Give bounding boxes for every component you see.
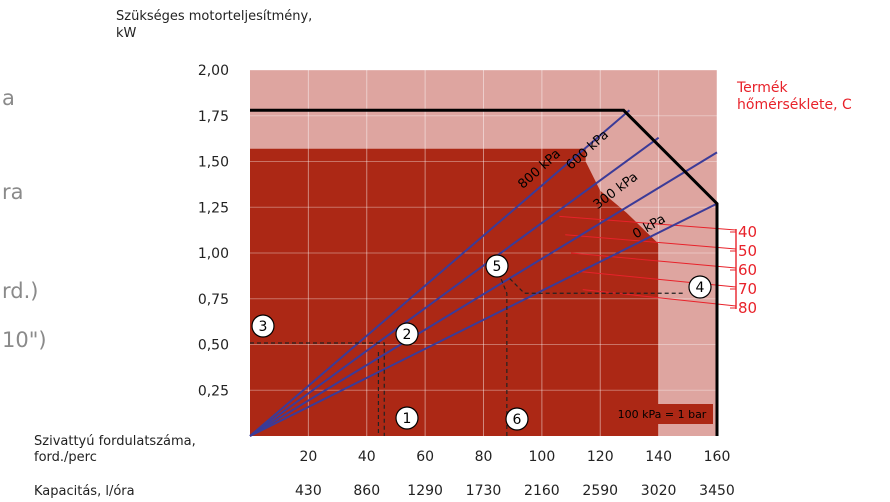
x-capacity-tick-3: 1730 [466,483,502,499]
x-speed-tick-6: 140 [645,449,672,465]
temperature-label-50: 50 [738,242,757,260]
x-speed-tick-7: 160 [704,449,731,465]
x-capacity-tick-0: 430 [295,483,322,499]
y-tick-label-1: 1,75 [198,109,229,125]
temperature-label-40: 40 [738,223,757,241]
x-capacity-tick-2: 1290 [407,483,443,499]
y-axis-title-line-0: Szükséges motorteljesítmény, [116,9,312,24]
temperature-label-70: 70 [738,280,757,298]
note-text: 100 kPa = 1 bar [618,408,707,421]
example-marker-3: 3 [259,319,268,335]
x-speed-title-line-0: Szivattyú fordulatszáma, [34,434,196,449]
y-tick-label-2: 1,50 [198,155,229,171]
y-tick-label-4: 1,00 [198,246,229,262]
x-capacity-tick-4: 2160 [524,483,560,499]
x-capacity-tick-6: 3020 [641,483,677,499]
example-marker-6: 6 [513,412,522,428]
x-capacity-title: Kapacitás, l/óra [34,484,135,499]
x-speed-tick-1: 40 [358,449,376,465]
dark-region [250,149,659,436]
y-tick-label-6: 0,50 [198,338,229,354]
y-tick-label-7: 0,25 [198,383,229,399]
y-tick-label-0: 2,00 [198,63,229,79]
y-tick-label-5: 0,75 [198,292,229,308]
x-speed-tick-0: 20 [299,449,317,465]
temperature-title-line-0: Termék [736,80,789,96]
x-capacity-tick-5: 2590 [582,483,618,499]
temperature-title-line-1: hőmérséklete, C [737,97,852,113]
example-marker-4: 4 [696,280,705,296]
x-speed-tick-4: 100 [529,449,556,465]
x-capacity-tick-1: 860 [353,483,380,499]
x-speed-title-line-1: ford./perc [34,450,97,465]
temperature-label-60: 60 [738,261,757,279]
y-axis-title-line-1: kW [116,26,137,41]
example-marker-2: 2 [403,327,412,343]
x-speed-tick-5: 120 [587,449,614,465]
x-capacity-tick-7: 3450 [699,483,735,499]
example-marker-5: 5 [493,259,502,275]
x-speed-tick-2: 60 [416,449,434,465]
y-tick-label-3: 1,25 [198,200,229,216]
temperature-label-80: 80 [738,299,757,317]
x-speed-tick-3: 80 [475,449,493,465]
example-marker-1: 1 [403,411,412,427]
